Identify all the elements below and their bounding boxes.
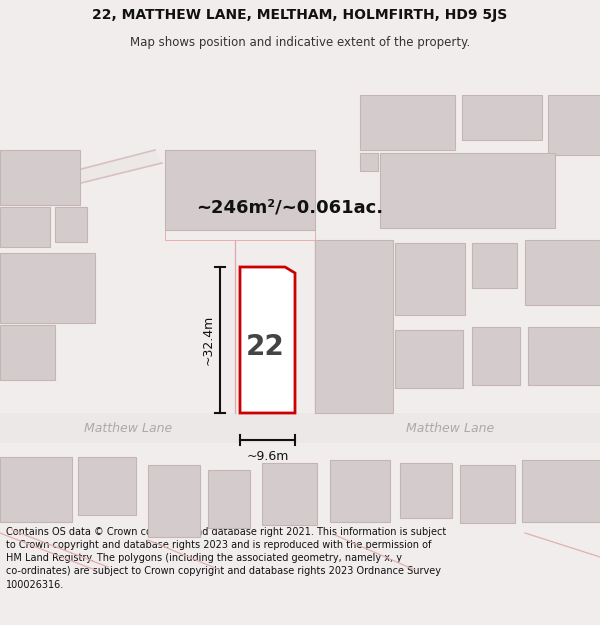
Bar — [0, 457, 72, 522]
Bar — [400, 463, 452, 518]
Bar — [548, 95, 600, 155]
Text: Matthew Lane: Matthew Lane — [84, 421, 172, 434]
Bar — [267, 469, 307, 517]
Polygon shape — [240, 267, 295, 413]
Bar — [472, 243, 517, 288]
Bar — [477, 333, 515, 377]
Polygon shape — [0, 150, 162, 203]
Bar — [245, 157, 300, 212]
Text: ~32.4m: ~32.4m — [202, 315, 215, 365]
Bar — [320, 247, 385, 332]
Text: ~9.6m: ~9.6m — [247, 449, 289, 462]
Bar — [208, 470, 250, 528]
Bar — [522, 460, 600, 522]
Bar — [320, 338, 385, 398]
Bar — [335, 466, 381, 514]
Text: Matthew Lane: Matthew Lane — [406, 421, 494, 434]
Text: Contains OS data © Crown copyright and database right 2021. This information is : Contains OS data © Crown copyright and d… — [6, 527, 446, 589]
Bar — [470, 160, 540, 212]
Bar — [472, 327, 520, 385]
Text: ~246m²/~0.061ac.: ~246m²/~0.061ac. — [196, 198, 383, 216]
Bar — [402, 250, 457, 305]
Bar — [395, 243, 465, 315]
Bar — [55, 207, 87, 242]
Bar — [525, 240, 600, 305]
Bar — [78, 457, 136, 515]
Bar — [528, 327, 600, 385]
Bar — [83, 463, 127, 507]
Bar — [0, 413, 600, 443]
Bar — [465, 471, 505, 515]
Text: Map shows position and indicative extent of the property.: Map shows position and indicative extent… — [130, 36, 470, 49]
Bar — [395, 330, 463, 388]
Text: 22, MATTHEW LANE, MELTHAM, HOLMFIRTH, HD9 5JS: 22, MATTHEW LANE, MELTHAM, HOLMFIRTH, HD… — [92, 8, 508, 22]
Bar — [153, 471, 191, 528]
Bar — [0, 325, 55, 380]
Bar — [360, 153, 378, 171]
Bar — [0, 253, 95, 323]
Bar — [388, 160, 463, 212]
Bar — [172, 157, 237, 212]
Bar — [8, 330, 48, 368]
Bar — [315, 240, 393, 413]
Bar — [533, 333, 591, 378]
Bar — [400, 335, 455, 380]
Bar — [0, 207, 50, 247]
Bar — [405, 469, 443, 511]
Bar — [8, 260, 78, 315]
Bar — [165, 150, 315, 230]
Bar — [530, 247, 590, 297]
Bar — [0, 150, 80, 205]
Text: 22: 22 — [245, 333, 284, 361]
Bar — [262, 463, 317, 525]
Bar — [5, 463, 63, 513]
Bar — [462, 95, 542, 140]
Bar — [477, 248, 512, 280]
Bar — [148, 465, 200, 537]
Bar — [527, 466, 589, 514]
Bar — [213, 476, 243, 518]
Bar — [380, 153, 555, 228]
Bar — [330, 460, 390, 522]
Bar — [460, 465, 515, 523]
Bar — [360, 95, 455, 150]
